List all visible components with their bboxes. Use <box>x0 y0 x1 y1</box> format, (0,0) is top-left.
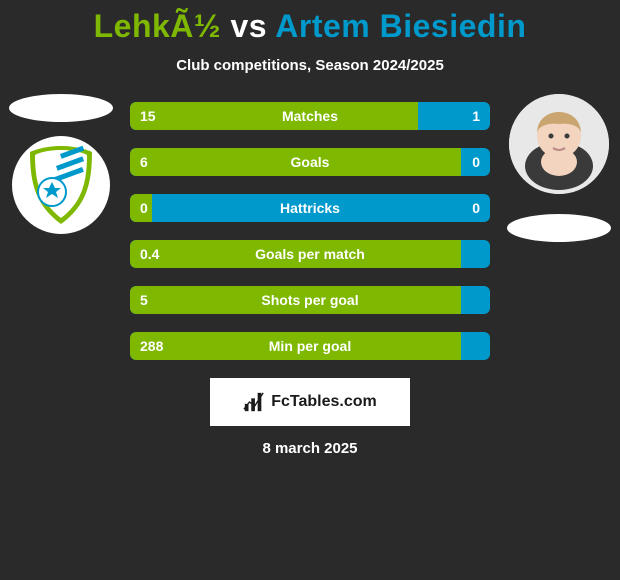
stat-row: 5Shots per goal <box>130 286 490 314</box>
brand-footer[interactable]: FcTables.com <box>210 378 410 426</box>
comparison-card: LehkÃ½ vs Artem Biesiedin Club competiti… <box>0 0 620 457</box>
stat-name: Goals per match <box>130 240 490 268</box>
stat-name: Shots per goal <box>130 286 490 314</box>
title-vs: vs <box>221 8 275 44</box>
title-player2: Artem Biesiedin <box>275 8 526 44</box>
stat-row: 288Min per goal <box>130 332 490 360</box>
main-area: 15Matches16Goals00Hattricks00.4Goals per… <box>0 102 620 457</box>
face-icon <box>509 94 609 194</box>
stat-name: Matches <box>130 102 490 130</box>
bars-chart-icon <box>243 391 265 413</box>
stat-row: 15Matches1 <box>130 102 490 130</box>
stat-bars: 15Matches16Goals00Hattricks00.4Goals per… <box>130 102 490 360</box>
player1-photo-placeholder <box>9 94 113 122</box>
player1-column <box>6 94 116 234</box>
player2-photo <box>509 94 609 194</box>
stat-right-value: 0 <box>472 148 480 176</box>
date-text: 8 march 2025 <box>0 440 620 457</box>
title-player1: LehkÃ½ <box>94 8 221 44</box>
stat-name: Hattricks <box>130 194 490 222</box>
stat-right-value: 1 <box>472 102 480 130</box>
stat-row: 6Goals0 <box>130 148 490 176</box>
brand-text: FcTables.com <box>271 393 377 411</box>
subtitle: Club competitions, Season 2024/2025 <box>0 57 620 74</box>
shield-icon <box>26 144 96 226</box>
stat-row: 0.4Goals per match <box>130 240 490 268</box>
stat-name: Goals <box>130 148 490 176</box>
page-title: LehkÃ½ vs Artem Biesiedin <box>0 8 620 45</box>
stat-row: 0Hattricks0 <box>130 194 490 222</box>
player2-column <box>504 94 614 242</box>
player1-club-badge <box>12 136 110 234</box>
player2-club-placeholder <box>507 214 611 242</box>
stat-name: Min per goal <box>130 332 490 360</box>
stat-right-value: 0 <box>472 194 480 222</box>
